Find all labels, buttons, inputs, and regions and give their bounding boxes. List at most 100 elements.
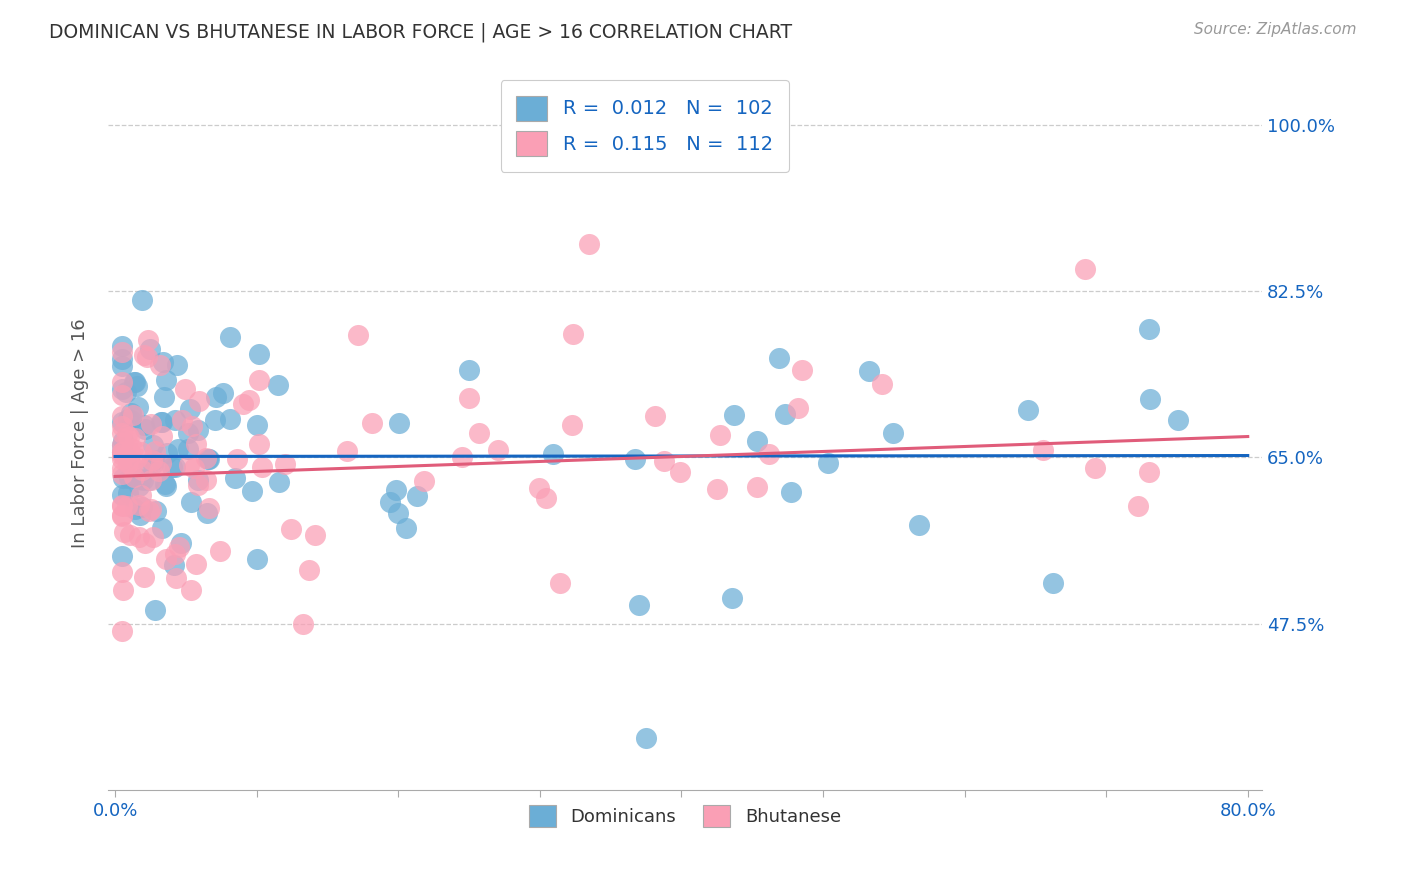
Point (155, 373, 177, 387)
Point (135, 462, 157, 476)
Point (246, 417, 269, 432)
Text: DOMINICAN VS BHUTANESE IN LABOR FORCE | AGE > 16 CORRELATION CHART: DOMINICAN VS BHUTANESE IN LABOR FORCE | … (49, 22, 793, 42)
Point (160, 459, 183, 474)
Point (779, 485, 801, 500)
Point (111, 418, 134, 433)
Point (120, 445, 142, 459)
Point (143, 444, 166, 458)
Point (219, 411, 242, 425)
Point (142, 457, 165, 471)
Text: Source: ZipAtlas.com: Source: ZipAtlas.com (1194, 22, 1357, 37)
Point (458, 392, 481, 406)
Point (114, 385, 136, 400)
Point (155, 552, 177, 566)
Point (184, 558, 207, 572)
Point (128, 499, 150, 513)
Point (706, 482, 728, 496)
Point (162, 558, 184, 572)
Point (131, 463, 153, 477)
Point (174, 382, 197, 396)
Point (187, 478, 209, 492)
Point (136, 351, 159, 365)
Point (139, 502, 162, 516)
Point (145, 504, 167, 518)
Point (124, 431, 146, 445)
Point (395, 521, 418, 535)
Point (111, 509, 134, 524)
Point (170, 536, 193, 550)
Point (378, 494, 401, 508)
Point (1139, 392, 1161, 407)
Point (111, 624, 134, 638)
Legend: Dominicans, Bhutanese: Dominicans, Bhutanese (522, 797, 848, 834)
Point (150, 415, 173, 429)
Point (141, 452, 163, 467)
Point (128, 530, 150, 544)
Point (129, 508, 152, 522)
Point (131, 500, 153, 514)
Point (187, 473, 209, 487)
Point (111, 444, 134, 458)
Point (132, 348, 155, 362)
Point (562, 326, 585, 341)
Point (624, 451, 647, 466)
Point (548, 575, 571, 590)
Point (111, 451, 134, 466)
Point (111, 467, 134, 481)
Point (240, 483, 263, 498)
Point (165, 547, 187, 561)
Point (127, 378, 149, 392)
Point (786, 401, 808, 415)
Point (224, 471, 246, 485)
Point (273, 457, 295, 471)
Point (111, 351, 134, 366)
Point (121, 459, 143, 474)
Point (111, 438, 134, 452)
Point (117, 428, 139, 442)
Point (138, 473, 160, 487)
Point (267, 378, 290, 392)
Point (131, 293, 153, 307)
Point (644, 409, 666, 423)
Point (1128, 499, 1150, 513)
Point (212, 386, 235, 401)
Point (150, 415, 173, 429)
Point (204, 412, 226, 426)
Point (148, 358, 170, 372)
Point (1084, 461, 1107, 475)
Point (111, 498, 134, 512)
Point (122, 408, 145, 422)
Point (385, 483, 408, 497)
Point (118, 527, 141, 541)
Point (195, 450, 218, 465)
Point (111, 471, 134, 485)
Point (561, 417, 583, 432)
Point (817, 456, 839, 470)
Point (225, 451, 247, 466)
Point (111, 549, 134, 563)
Point (183, 461, 205, 475)
Point (111, 460, 134, 475)
Point (177, 425, 200, 440)
Point (141, 473, 163, 487)
Point (150, 429, 173, 443)
Point (134, 570, 156, 584)
Point (111, 409, 134, 423)
Point (111, 425, 134, 440)
Point (280, 523, 302, 537)
Point (111, 487, 134, 501)
Point (1042, 575, 1064, 590)
Point (111, 359, 134, 373)
Point (122, 442, 145, 456)
Point (541, 447, 564, 461)
Point (111, 565, 134, 579)
Point (184, 436, 207, 450)
Point (111, 448, 134, 462)
Point (117, 456, 139, 470)
Point (134, 536, 156, 550)
Point (247, 346, 270, 360)
Point (252, 460, 274, 475)
Point (388, 416, 411, 430)
Point (1137, 322, 1160, 336)
Point (197, 451, 219, 466)
